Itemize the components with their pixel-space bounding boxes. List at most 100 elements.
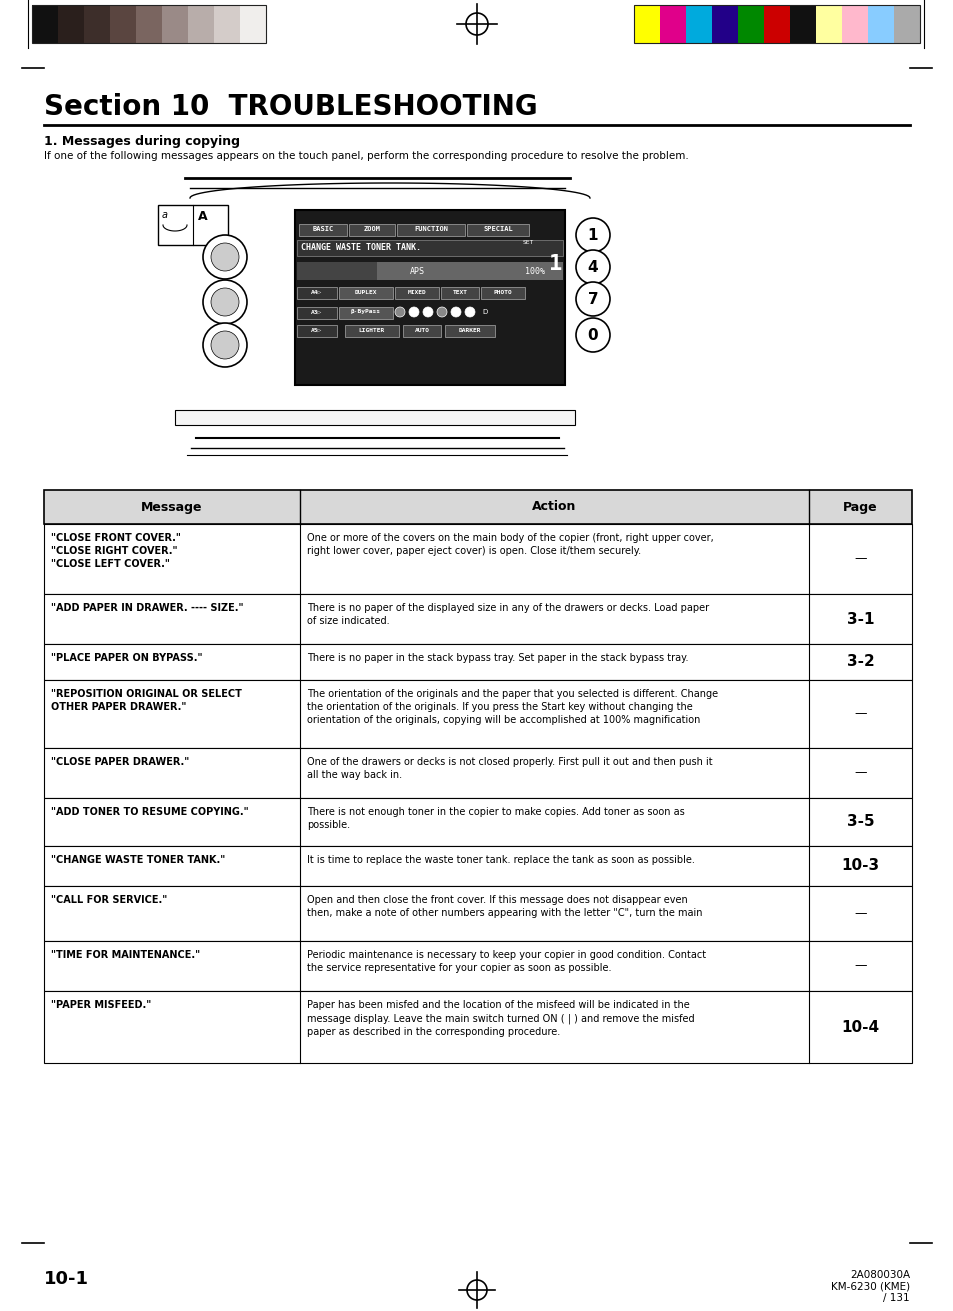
Bar bbox=[110, 5, 136, 43]
Bar bbox=[44, 798, 911, 846]
Bar bbox=[763, 5, 789, 43]
Text: a: a bbox=[162, 210, 168, 220]
Bar bbox=[789, 5, 815, 43]
Text: —: — bbox=[853, 708, 866, 721]
Text: One of the drawers or decks is not closed properly. First pull it out and then p: One of the drawers or decks is not close… bbox=[307, 756, 712, 780]
Bar bbox=[44, 680, 911, 749]
Text: "CLOSE PAPER DRAWER.": "CLOSE PAPER DRAWER." bbox=[51, 756, 189, 767]
Text: TEXT: TEXT bbox=[452, 290, 467, 295]
Text: SPECIAL: SPECIAL bbox=[482, 225, 513, 232]
Bar bbox=[44, 644, 911, 680]
Text: DUPLEX: DUPLEX bbox=[355, 290, 376, 295]
Text: "CLOSE FRONT COVER."
"CLOSE RIGHT COVER."
"CLOSE LEFT COVER.": "CLOSE FRONT COVER." "CLOSE RIGHT COVER.… bbox=[51, 534, 181, 569]
Text: 10-4: 10-4 bbox=[841, 1020, 879, 1034]
Circle shape bbox=[436, 307, 447, 317]
Text: 3-5: 3-5 bbox=[846, 814, 873, 830]
Bar bbox=[188, 5, 213, 43]
Circle shape bbox=[211, 330, 239, 359]
Text: It is time to replace the waste toner tank. replace the tank as soon as possible: It is time to replace the waste toner ta… bbox=[307, 855, 694, 865]
Text: There is no paper in the stack bypass tray. Set paper in the stack bypass tray.: There is no paper in the stack bypass tr… bbox=[307, 653, 688, 663]
Bar bbox=[32, 5, 266, 43]
Circle shape bbox=[203, 235, 247, 279]
Bar bbox=[162, 5, 188, 43]
Text: "PAPER MISFEED.": "PAPER MISFEED." bbox=[51, 1000, 152, 1009]
Text: MIXED: MIXED bbox=[407, 290, 426, 295]
Text: "REPOSITION ORIGINAL OR SELECT
OTHER PAPER DRAWER.": "REPOSITION ORIGINAL OR SELECT OTHER PAP… bbox=[51, 690, 242, 712]
Bar bbox=[296, 287, 336, 299]
Text: Paper has been misfed and the location of the misfeed will be indicated in the
m: Paper has been misfed and the location o… bbox=[307, 1000, 694, 1037]
Bar bbox=[634, 5, 659, 43]
Bar bbox=[174, 410, 575, 425]
Text: A5▷: A5▷ bbox=[311, 328, 322, 333]
Text: 1. Messages during copying: 1. Messages during copying bbox=[44, 135, 240, 148]
Circle shape bbox=[422, 307, 433, 317]
Circle shape bbox=[395, 307, 405, 317]
Text: APS: APS bbox=[410, 266, 424, 275]
Text: Periodic maintenance is necessary to keep your copier in good condition. Contact: Periodic maintenance is necessary to kee… bbox=[307, 950, 705, 973]
Bar bbox=[467, 224, 529, 236]
Bar bbox=[294, 210, 564, 385]
Text: 2A080030A
KM-6230 (KME)
/ 131: 2A080030A KM-6230 (KME) / 131 bbox=[830, 1270, 909, 1303]
Bar bbox=[396, 224, 464, 236]
Bar bbox=[44, 749, 911, 798]
Bar bbox=[296, 262, 562, 281]
Text: D: D bbox=[481, 309, 487, 315]
Text: If one of the following messages appears on the touch panel, perform the corresp: If one of the following messages appears… bbox=[44, 151, 688, 161]
Circle shape bbox=[451, 307, 460, 317]
Text: 10-1: 10-1 bbox=[44, 1270, 89, 1287]
Bar bbox=[58, 5, 84, 43]
Bar bbox=[44, 524, 911, 594]
Text: SET: SET bbox=[522, 240, 534, 245]
Text: 3-2: 3-2 bbox=[845, 654, 874, 670]
Text: A: A bbox=[198, 210, 208, 223]
Bar bbox=[395, 287, 438, 299]
Circle shape bbox=[203, 281, 247, 324]
Text: BASIC: BASIC bbox=[312, 225, 334, 232]
Circle shape bbox=[464, 307, 475, 317]
Bar bbox=[44, 886, 911, 941]
Text: LIGHTER: LIGHTER bbox=[358, 328, 385, 333]
Bar bbox=[338, 287, 393, 299]
Bar bbox=[841, 5, 867, 43]
Bar bbox=[84, 5, 110, 43]
Text: One or more of the covers on the main body of the copier (front, right upper cov: One or more of the covers on the main bo… bbox=[307, 534, 713, 556]
Text: 10-3: 10-3 bbox=[841, 859, 879, 873]
Bar bbox=[44, 490, 911, 524]
Text: There is not enough toner in the copier to make copies. Add toner as soon as
pos: There is not enough toner in the copier … bbox=[307, 808, 684, 830]
Bar bbox=[402, 325, 440, 337]
Circle shape bbox=[576, 218, 609, 252]
Circle shape bbox=[203, 323, 247, 367]
Bar bbox=[711, 5, 738, 43]
Circle shape bbox=[409, 307, 418, 317]
Text: ZOOM: ZOOM bbox=[363, 225, 380, 232]
Text: 1: 1 bbox=[548, 254, 561, 274]
Bar bbox=[338, 307, 393, 319]
Bar bbox=[867, 5, 893, 43]
Bar bbox=[44, 846, 911, 886]
Bar bbox=[893, 5, 919, 43]
Bar bbox=[296, 240, 562, 256]
Text: β·ByPass: β·ByPass bbox=[351, 309, 380, 315]
Bar bbox=[296, 307, 336, 319]
Text: —: — bbox=[853, 907, 866, 920]
Bar bbox=[213, 5, 240, 43]
Text: 4: 4 bbox=[587, 260, 598, 274]
Text: 3-1: 3-1 bbox=[846, 611, 873, 627]
Text: A3▷: A3▷ bbox=[311, 309, 322, 315]
Circle shape bbox=[576, 250, 609, 284]
Circle shape bbox=[211, 243, 239, 271]
Text: PHOTO: PHOTO bbox=[493, 290, 512, 295]
Bar bbox=[240, 5, 266, 43]
Circle shape bbox=[576, 282, 609, 316]
Text: FUNCTION: FUNCTION bbox=[414, 225, 448, 232]
Bar bbox=[32, 5, 58, 43]
Text: CHANGE WASTE TONER TANK.: CHANGE WASTE TONER TANK. bbox=[301, 244, 420, 253]
Bar bbox=[738, 5, 763, 43]
Bar bbox=[298, 224, 347, 236]
Bar bbox=[44, 991, 911, 1063]
Text: "CHANGE WASTE TONER TANK.": "CHANGE WASTE TONER TANK." bbox=[51, 855, 225, 865]
Bar bbox=[815, 5, 841, 43]
Bar bbox=[296, 262, 376, 281]
Text: Action: Action bbox=[532, 501, 576, 514]
Text: —: — bbox=[853, 960, 866, 973]
